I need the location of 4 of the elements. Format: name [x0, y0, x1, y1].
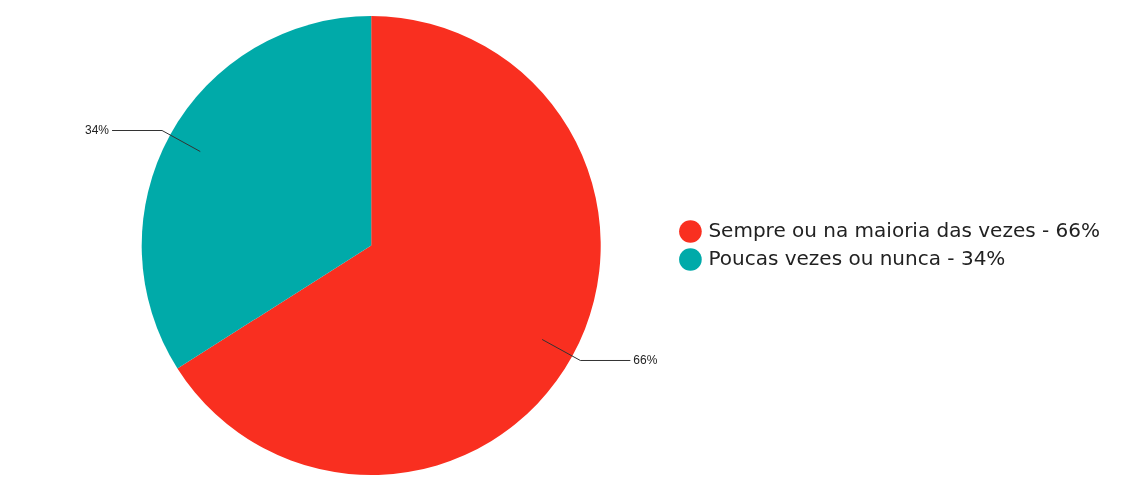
data-label: 34% — [85, 122, 110, 137]
legend-label: Poucas vezes ou nunca - 34% — [708, 245, 1006, 270]
data-label: 66% — [633, 352, 658, 367]
legend-label: Sempre ou na maioria das vezes - 66% — [708, 217, 1101, 242]
